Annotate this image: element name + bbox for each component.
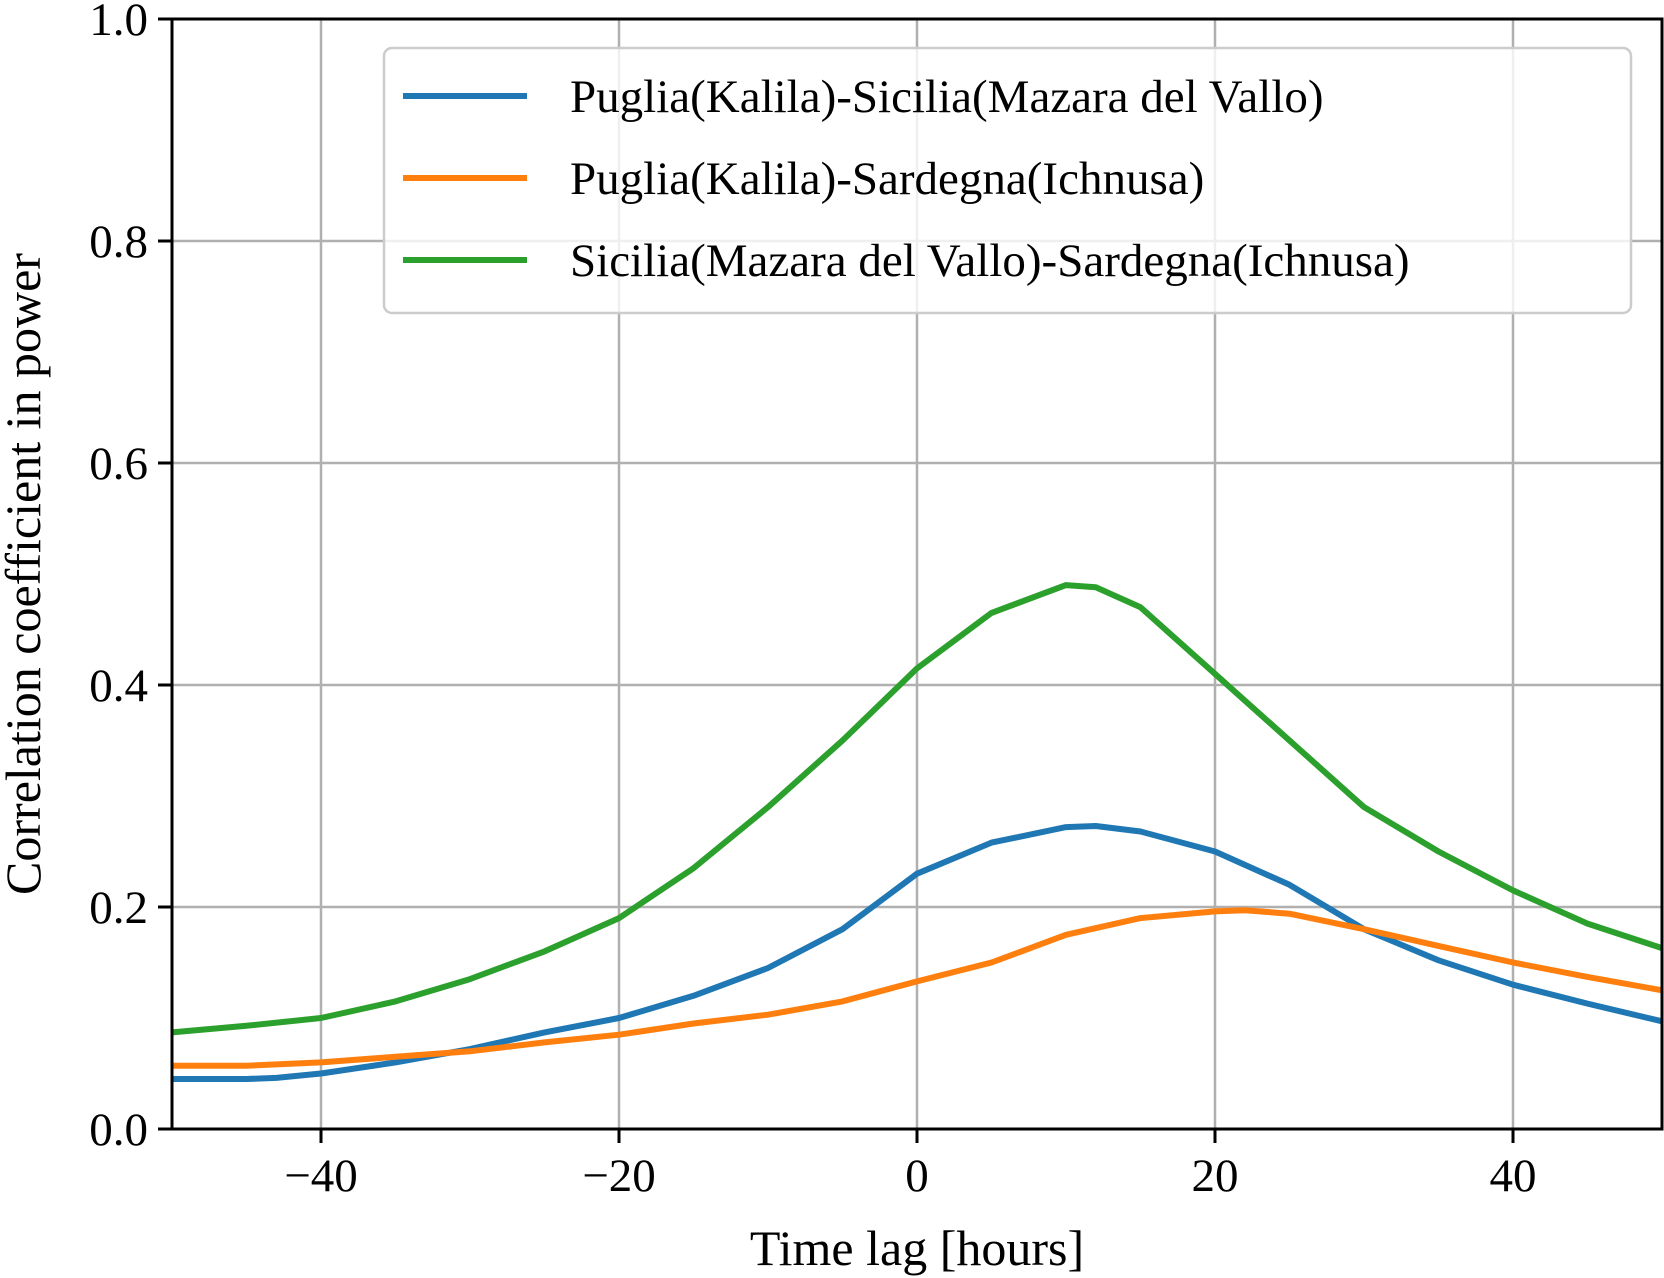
y-tick-label: 0.4 (89, 660, 148, 712)
x-axis-label: Time lag [hours] (750, 1220, 1084, 1276)
legend-label: Sicilia(Mazara del Vallo)-Sardegna(Ichnu… (570, 235, 1410, 287)
legend: Puglia(Kalila)-Sicilia(Mazara del Vallo)… (382, 46, 1633, 315)
series-line-1 (172, 907, 1663, 1069)
axis-ticks: −40 −20 0 20 40 0.0 0.2 0.4 0.6 0.8 1.0 (89, 0, 1536, 1202)
series-lines (171, 582, 1663, 1082)
y-tick-label: 0.6 (89, 438, 148, 490)
series-line-2 (171, 582, 1663, 1036)
legend-label: Puglia(Kalila)-Sicilia(Mazara del Vallo) (570, 71, 1323, 123)
legend-label: Puglia(Kalila)-Sardegna(Ichnusa) (570, 153, 1204, 205)
x-tick-label: 20 (1192, 1150, 1239, 1202)
x-tick-label: 0 (905, 1150, 929, 1202)
series-line-0 (172, 823, 1663, 1082)
x-tick-label: −40 (284, 1150, 358, 1202)
y-tick-label: 0.2 (89, 882, 148, 934)
y-tick-label: 0.8 (89, 216, 148, 268)
y-tick-label: 0.0 (89, 1104, 148, 1156)
y-axis-label: Correlation coefficient in power (0, 253, 51, 895)
y-tick-label: 1.0 (89, 0, 148, 46)
x-tick-label: −20 (582, 1150, 656, 1202)
legend-box (382, 46, 1633, 315)
x-tick-label: 40 (1490, 1150, 1537, 1202)
